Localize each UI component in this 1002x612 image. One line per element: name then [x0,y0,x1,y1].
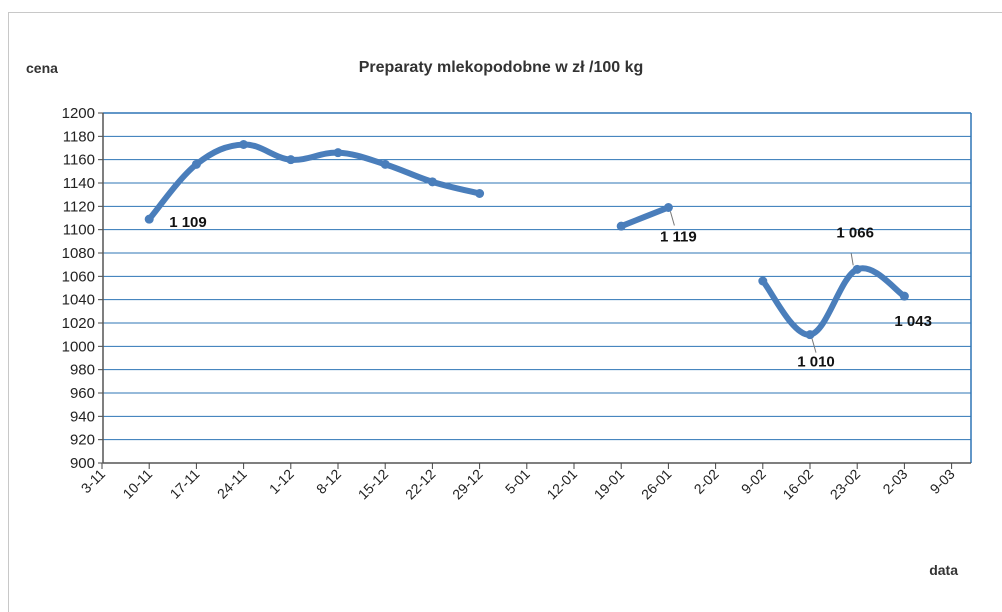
data-point [380,159,390,169]
data-point [475,189,485,198]
data-label: 1 043 [894,313,932,330]
leader-line [850,253,854,266]
y-tick-label: 1000 [62,338,95,355]
x-tick-label: 9-03 [927,466,958,497]
series-lines [144,140,909,340]
x-tick-label: 24-11 [214,466,250,502]
data-point [239,140,249,149]
x-tick-label: 17-11 [167,466,203,502]
data-point [427,177,437,187]
x-tick-label: 1-12 [266,466,297,497]
data-point [616,221,626,231]
y-tick-label: 1100 [63,222,95,239]
x-tick-label: 26-01 [638,466,675,503]
series-line [618,204,672,230]
y-tick-label: 1080 [62,245,95,262]
data-point [286,155,296,165]
x-tick-label: 2-02 [691,466,722,497]
x-tick-label: 2-03 [879,466,910,497]
x-tick-label: 23-02 [827,466,864,503]
leader-line [811,338,817,353]
y-tick-label: 1140 [63,175,95,192]
y-tick-label: 1060 [62,268,95,285]
y-tick-label: 1120 [63,198,95,215]
x-axis-label: data [929,562,958,578]
data-label: 1 119 [660,229,697,246]
y-tick-label: 980 [70,362,95,379]
data-point [191,159,201,169]
y-tick-label: 1020 [62,315,95,332]
y-tick-label: 1040 [62,292,95,309]
data-labels: 1 109 1 119 1 010 1 066 1 043 [169,211,932,371]
y-tick-label: 1200 [62,105,95,122]
x-tick-label: 15-12 [355,466,392,503]
x-tick-label: 29-12 [449,466,486,503]
x-tick-label: 10-11 [119,466,155,502]
leader-line [669,211,675,226]
data-point [333,148,343,158]
y-tick-label: 900 [70,455,95,472]
data-point [663,203,673,212]
x-tick-label: 12-01 [543,466,580,503]
data-point [899,291,909,301]
series-line [759,265,908,338]
y-tick-label: 960 [70,385,95,402]
chart-frame [8,12,1002,612]
data-label: 1 010 [797,354,835,371]
y-tick-label: 940 [70,408,95,425]
x-tick-labels: 3-11 10-11 17-11 24-11 1-12 8-12 15-12 22-12 29-… [78,466,958,503]
y-tick-label: 920 [70,432,95,449]
x-tick-label: 22-12 [402,466,439,503]
chart-title: Preparaty mlekopodobne w zł /100 kg [358,59,644,76]
y-tick-labels: 900 920 940 960 980 1000 1020 1040 1060 1080 1100 1… [62,105,95,472]
data-point [805,330,815,340]
data-point [144,214,154,224]
x-tick-label: 5-01 [502,466,533,497]
data-point [852,264,862,274]
data-point [758,276,768,286]
y-axis-label: cena [26,60,58,76]
data-label: 1 109 [169,214,207,231]
y-tick-label: 1180 [63,128,95,145]
y-tick-label: 1160 [63,152,95,169]
x-tick-label: 16-02 [779,466,816,503]
x-tick-label: 8-12 [313,466,344,497]
data-label: 1 066 [836,224,874,241]
x-tick-label: 19-01 [591,466,628,503]
x-tick-label: 9-02 [738,466,769,497]
